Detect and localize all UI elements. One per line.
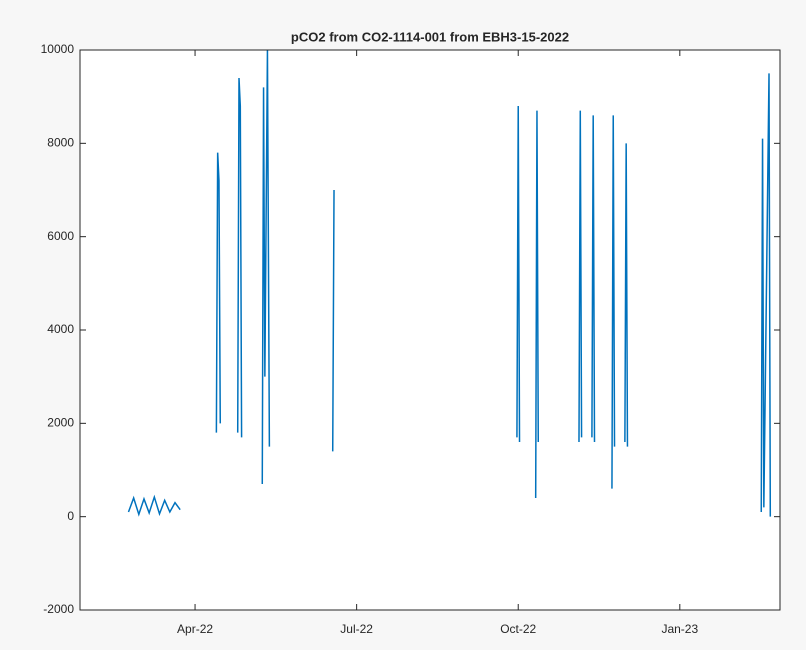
x-tick-label: Jul-22 <box>340 622 373 636</box>
y-tick-label: 8000 <box>47 136 74 150</box>
y-tick-label: 0 <box>67 509 74 523</box>
y-tick-label: 6000 <box>47 229 74 243</box>
y-tick-label: 10000 <box>41 42 75 56</box>
x-tick-label: Apr-22 <box>177 622 213 636</box>
chart-title: pCO2 from CO2-1114-001 from EBH3-15-2022 <box>291 29 569 44</box>
y-tick-label: 4000 <box>47 322 74 336</box>
plot-area <box>80 50 780 610</box>
y-tick-label: -2000 <box>43 602 74 616</box>
axes-box <box>79 49 781 611</box>
data-line <box>127 49 772 517</box>
x-tick-label: Jan-23 <box>661 622 698 636</box>
x-tick-label: Oct-22 <box>500 622 536 636</box>
y-tick-label: 2000 <box>47 416 74 430</box>
